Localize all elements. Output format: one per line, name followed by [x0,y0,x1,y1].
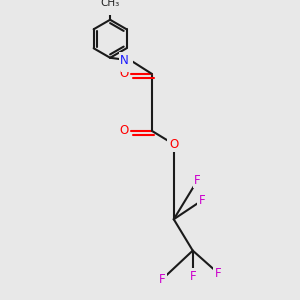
Text: F: F [159,273,166,286]
Text: F: F [215,267,222,280]
Text: F: F [194,174,201,187]
Text: O: O [169,138,178,151]
Text: O: O [119,124,128,137]
Text: F: F [189,270,196,283]
Text: N: N [120,54,129,67]
Text: O: O [119,68,128,80]
Text: H: H [123,60,131,70]
Text: F: F [199,194,206,207]
Text: CH₃: CH₃ [100,0,120,8]
